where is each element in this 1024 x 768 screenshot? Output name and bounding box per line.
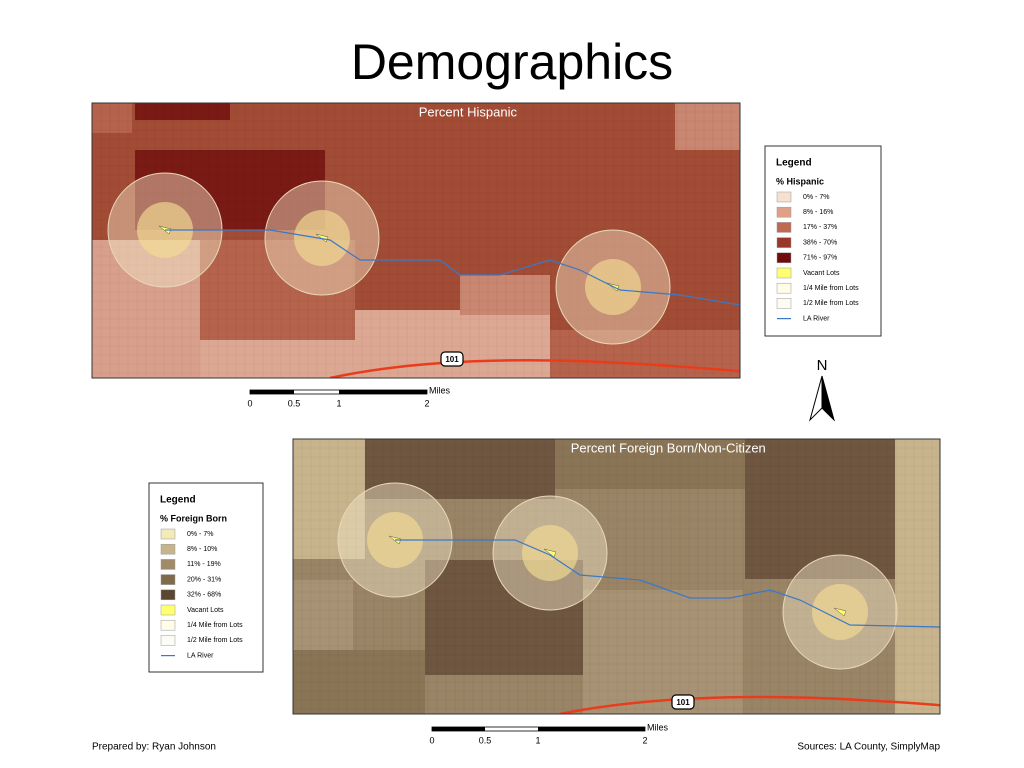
map-border [91, 102, 741, 379]
legend-item: LA River [803, 315, 830, 322]
legend-swatch [776, 298, 792, 309]
highway [329, 358, 740, 378]
la-river [395, 539, 940, 628]
tract [460, 275, 550, 315]
legend-swatch [776, 252, 792, 264]
legend-swatch [776, 267, 792, 279]
map-border [292, 438, 941, 715]
tract [583, 590, 743, 714]
legend-swatch [160, 635, 176, 646]
highway-label: 101 [445, 355, 459, 364]
north-arrow [821, 375, 835, 422]
legend-item: 8% - 16% [803, 209, 833, 216]
legend-item: 0% - 7% [803, 194, 829, 201]
tract [555, 439, 745, 489]
tract [92, 240, 200, 378]
footer-left: Prepared by: Ryan Johnson [92, 742, 216, 753]
legend-swatch [776, 191, 792, 203]
tract [92, 103, 132, 133]
map-title: Percent Foreign Born/Non-Citizen [571, 440, 766, 455]
tract [135, 103, 230, 120]
legend-swatch [160, 543, 176, 555]
legend-item: 11% - 19% [187, 561, 221, 568]
legend-item: LA River [187, 652, 214, 659]
legend-item: 38% - 70% [803, 239, 837, 246]
legend-item: 1/2 Mile from Lots [187, 637, 243, 644]
legend-swatch [160, 528, 176, 540]
legend-item: Vacant Lots [803, 270, 840, 277]
legend-swatch [160, 559, 176, 570]
highway-shield [671, 694, 695, 710]
la-river [165, 229, 740, 306]
scale-label: 1 [535, 735, 540, 745]
vacant-lot [833, 607, 847, 617]
legend-item: 1/2 Mile from Lots [803, 300, 859, 307]
map: 101 [293, 439, 940, 714]
legend-subtitle: % Hispanic [776, 176, 824, 186]
legend-item: 32% - 68% [187, 592, 221, 599]
scale-bar-segment [339, 390, 427, 394]
scale-unit: Miles [647, 722, 669, 732]
tract [745, 439, 895, 579]
legend-item: 8% - 10% [187, 546, 217, 553]
highway [559, 695, 940, 714]
legend-item: 71% - 97% [803, 255, 837, 262]
north-label: N [817, 357, 828, 374]
legend-item: 1/4 Mile from Lots [187, 622, 243, 629]
map: 101 [92, 103, 740, 378]
legend-subtitle: % Foreign Born [160, 513, 227, 523]
legend-item: Vacant Lots [187, 607, 224, 614]
vacant-lot [543, 548, 557, 558]
legend-swatch [776, 206, 792, 218]
tract [365, 439, 555, 499]
footer-right: Sources: LA County, SimplyMap [797, 742, 940, 753]
legend-swatch [160, 619, 176, 631]
tract [293, 650, 425, 714]
tract [895, 439, 940, 714]
scale-label: 1 [336, 398, 341, 408]
tract [550, 330, 740, 378]
scale-label: 2 [424, 398, 429, 408]
legend-swatch [776, 282, 792, 294]
scale-bar-segment [432, 727, 485, 731]
north-arrow [809, 375, 823, 422]
scale-label: 0.5 [479, 735, 492, 745]
legend-swatch [160, 604, 176, 616]
map-title: Percent Hispanic [419, 104, 518, 119]
scale-label: 0 [429, 735, 434, 745]
legend-heading: Legend [776, 158, 812, 169]
legend-swatch [160, 589, 176, 601]
tract [675, 103, 740, 150]
scale-label: 0.5 [288, 398, 301, 408]
scale-unit: Miles [429, 385, 451, 395]
legend-item: 17% - 37% [803, 224, 837, 231]
legend-item: 20% - 31% [187, 576, 221, 583]
legend-heading: Legend [160, 495, 196, 506]
highway-label: 101 [676, 698, 690, 707]
scale-bar-segment [538, 727, 645, 731]
scale-label: 0 [247, 398, 252, 408]
legend-item: 0% - 7% [187, 531, 213, 538]
tract [293, 439, 365, 559]
legend-swatch [160, 574, 176, 585]
slide-title: Demographics [351, 34, 673, 90]
scale-bar-segment [250, 390, 294, 394]
scale-label: 2 [642, 735, 647, 745]
highway-shield [440, 351, 464, 367]
legend-item: 1/4 Mile from Lots [803, 285, 859, 292]
legend-swatch [776, 237, 792, 248]
legend-swatch [776, 222, 792, 233]
